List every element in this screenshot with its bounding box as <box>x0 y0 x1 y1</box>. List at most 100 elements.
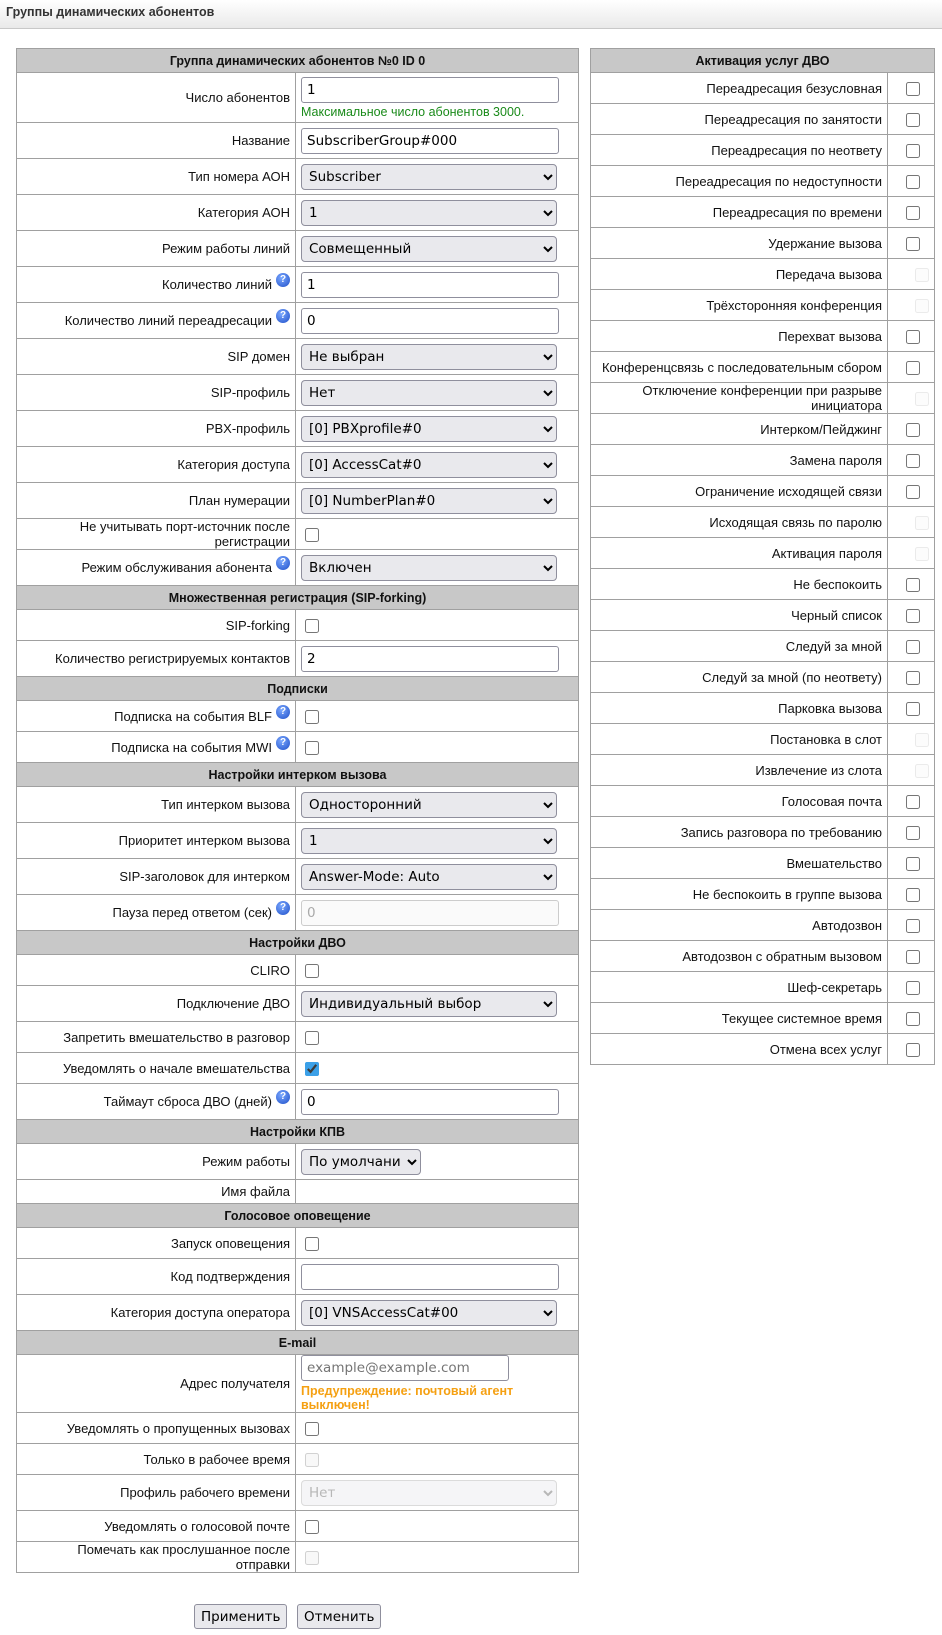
checkbox[interactable] <box>305 618 319 633</box>
help-icon[interactable]: ? <box>276 901 290 915</box>
field-label-cell: Уведомлять о начале вмешательства <box>16 1052 296 1084</box>
checkbox[interactable] <box>305 1421 319 1436</box>
email-input[interactable] <box>301 1355 509 1381</box>
service-checkbox[interactable] <box>906 1042 920 1057</box>
service-checkbox[interactable] <box>906 980 920 995</box>
service-checkbox[interactable] <box>906 577 920 592</box>
field-value-cell: Не выбран <box>295 338 579 375</box>
checkbox[interactable] <box>305 709 319 724</box>
select-dropdown[interactable]: [0] AccessCat#0 <box>301 451 557 478</box>
checkbox[interactable] <box>305 1452 319 1467</box>
help-icon[interactable]: ? <box>276 309 290 323</box>
text-input[interactable] <box>301 645 559 672</box>
service-checkbox-cell <box>887 599 935 631</box>
form-row: Тип номера АОН Subscriber <box>16 158 579 195</box>
help-icon[interactable]: ? <box>276 556 290 570</box>
checkbox[interactable] <box>305 1030 319 1045</box>
service-checkbox[interactable] <box>906 918 920 933</box>
help-icon[interactable]: ? <box>276 704 290 719</box>
field-label: PBX-профиль <box>205 421 290 436</box>
service-checkbox[interactable] <box>915 515 929 530</box>
select-dropdown[interactable]: [0] NumberPlan#0 <box>301 487 557 514</box>
help-icon[interactable]: ? <box>276 273 290 287</box>
help-icon[interactable]: ? <box>276 735 290 750</box>
text-input[interactable] <box>301 1263 559 1290</box>
checkbox[interactable] <box>305 740 319 755</box>
select-dropdown[interactable]: Односторонний <box>301 791 557 818</box>
service-label: Следуй за мной <box>590 630 888 662</box>
service-checkbox[interactable] <box>906 608 920 623</box>
field-label-cell: Название <box>16 122 296 159</box>
help-icon[interactable]: ? <box>276 1090 290 1104</box>
service-row: Текущее системное время <box>590 1002 935 1034</box>
select-dropdown[interactable]: 1 <box>301 199 557 226</box>
service-checkbox[interactable] <box>906 360 920 375</box>
field-value-cell <box>295 1541 579 1573</box>
field-label: Количество линий переадресации <box>64 313 272 328</box>
service-label: Отключение конференции при разрыве иници… <box>590 382 888 414</box>
field-label: Таймаут сброса ДВО (дней) <box>103 1094 272 1109</box>
select-dropdown[interactable]: Совмещенный <box>301 235 557 262</box>
field-value-cell: По умолчанию <box>295 1143 579 1180</box>
select-dropdown[interactable]: Нет <box>301 379 557 406</box>
select-dropdown[interactable]: [0] VNSAccessCat#00 <box>301 1299 557 1326</box>
apply-button[interactable]: Применить <box>194 1604 288 1629</box>
service-checkbox[interactable] <box>906 484 920 499</box>
service-checkbox[interactable] <box>915 391 929 406</box>
field-value-cell: Односторонний <box>295 786 579 823</box>
service-checkbox[interactable] <box>906 794 920 809</box>
service-checkbox[interactable] <box>906 81 920 96</box>
text-input[interactable] <box>301 899 559 926</box>
service-checkbox[interactable] <box>906 329 920 344</box>
text-input[interactable] <box>301 1088 559 1115</box>
service-checkbox[interactable] <box>906 701 920 716</box>
checkbox[interactable] <box>305 963 319 978</box>
service-checkbox[interactable] <box>906 949 920 964</box>
form-row: Тип интерком вызова Односторонний <box>16 786 579 823</box>
select-dropdown[interactable]: По умолчанию <box>301 1148 421 1175</box>
checkbox[interactable] <box>305 1061 319 1076</box>
service-checkbox[interactable] <box>906 205 920 220</box>
service-checkbox[interactable] <box>915 546 929 561</box>
service-checkbox[interactable] <box>906 453 920 468</box>
cancel-button[interactable]: Отменить <box>297 1604 382 1629</box>
service-checkbox[interactable] <box>906 112 920 127</box>
text-input[interactable] <box>301 76 559 103</box>
select-dropdown[interactable]: Включен <box>301 554 557 581</box>
checkbox[interactable] <box>305 1236 319 1251</box>
select-dropdown[interactable]: Subscriber <box>301 163 557 190</box>
service-checkbox[interactable] <box>915 267 929 282</box>
service-checkbox[interactable] <box>915 763 929 778</box>
service-checkbox[interactable] <box>906 825 920 840</box>
service-checkbox-cell <box>887 72 935 104</box>
checkbox[interactable] <box>305 527 319 542</box>
select-dropdown[interactable]: Индивидуальный выбор <box>301 990 557 1017</box>
form-row: Категория АОН 1 <box>16 194 579 231</box>
text-input[interactable] <box>301 307 559 334</box>
select-dropdown[interactable]: 1 <box>301 827 557 854</box>
checkbox[interactable] <box>305 1519 319 1534</box>
service-row: Переадресация безусловная <box>590 72 935 104</box>
service-checkbox[interactable] <box>906 856 920 871</box>
field-value-cell <box>295 1083 579 1120</box>
select-dropdown[interactable]: [0] PBXprofile#0 <box>301 415 557 442</box>
checkbox[interactable] <box>305 1550 319 1565</box>
service-checkbox[interactable] <box>906 887 920 902</box>
service-checkbox[interactable] <box>906 1011 920 1026</box>
select-dropdown[interactable]: Нет <box>301 1479 557 1506</box>
service-checkbox[interactable] <box>906 670 920 685</box>
text-input[interactable] <box>301 271 559 298</box>
service-checkbox[interactable] <box>906 236 920 251</box>
select-dropdown[interactable]: Answer-Mode: Auto <box>301 863 557 890</box>
service-checkbox[interactable] <box>906 639 920 654</box>
service-checkbox[interactable] <box>906 143 920 158</box>
service-label: Исходящая связь по паролю <box>590 506 888 538</box>
form-row: Категория доступа оператора [0] VNSAccess… <box>16 1294 579 1331</box>
form-row: Приоритет интерком вызова 1 <box>16 822 579 859</box>
service-checkbox[interactable] <box>906 422 920 437</box>
service-checkbox[interactable] <box>915 298 929 313</box>
service-checkbox[interactable] <box>906 174 920 189</box>
text-input[interactable] <box>301 127 559 154</box>
service-checkbox[interactable] <box>915 732 929 747</box>
select-dropdown[interactable]: Не выбран <box>301 343 557 370</box>
